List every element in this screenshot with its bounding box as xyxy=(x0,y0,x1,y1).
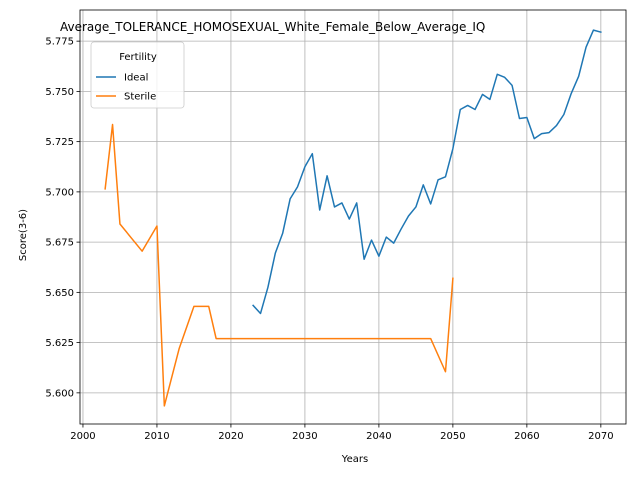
x-tick-label: 2060 xyxy=(514,431,539,442)
legend-entries: Ideal Sterile xyxy=(96,73,156,103)
grid xyxy=(80,10,626,424)
x-tick-label: 2020 xyxy=(218,431,243,442)
legend: Fertility Ideal Sterile xyxy=(90,41,185,109)
x-axis-ticks: 2000 2010 2020 2030 2040 2050 2060 2070 xyxy=(70,424,614,442)
x-tick-label: 2070 xyxy=(588,431,613,442)
y-tick-label: 5.600 xyxy=(45,388,74,399)
y-axis-ticks: 5.600 5.625 5.650 5.675 5.700 5.725 5.750 5.775 xyxy=(45,37,80,399)
series-line-ideal xyxy=(252,29,602,315)
y-tick-label: 5.675 xyxy=(45,238,74,249)
y-tick-label: 5.725 xyxy=(45,137,74,148)
x-tick-label: 2040 xyxy=(366,431,391,442)
x-tick-label: 2000 xyxy=(70,431,95,442)
y-tick-label: 5.625 xyxy=(45,338,74,349)
y-tick-label: 5.775 xyxy=(45,37,74,48)
y-tick-label: 5.700 xyxy=(45,187,74,198)
series-line-sterile xyxy=(104,123,454,407)
legend-label-sterile: Sterile xyxy=(124,92,156,103)
legend-title: Fertility xyxy=(119,52,157,63)
x-axis-label: Years xyxy=(341,454,368,465)
x-tick-label: 2010 xyxy=(144,431,169,442)
x-tick-label: 2030 xyxy=(292,431,317,442)
series-lines xyxy=(104,29,602,407)
y-tick-label: 5.650 xyxy=(45,288,74,299)
legend-box xyxy=(90,41,185,109)
y-tick-label: 5.750 xyxy=(45,87,74,98)
chart-title: Average_TOLERANCE_HOMOSEXUAL_White_Femal… xyxy=(60,20,485,34)
y-axis-label: Score(3-6) xyxy=(18,209,29,261)
plot-frame xyxy=(79,9,627,425)
legend-label-ideal: Ideal xyxy=(124,73,148,84)
x-tick-label: 2050 xyxy=(440,431,465,442)
